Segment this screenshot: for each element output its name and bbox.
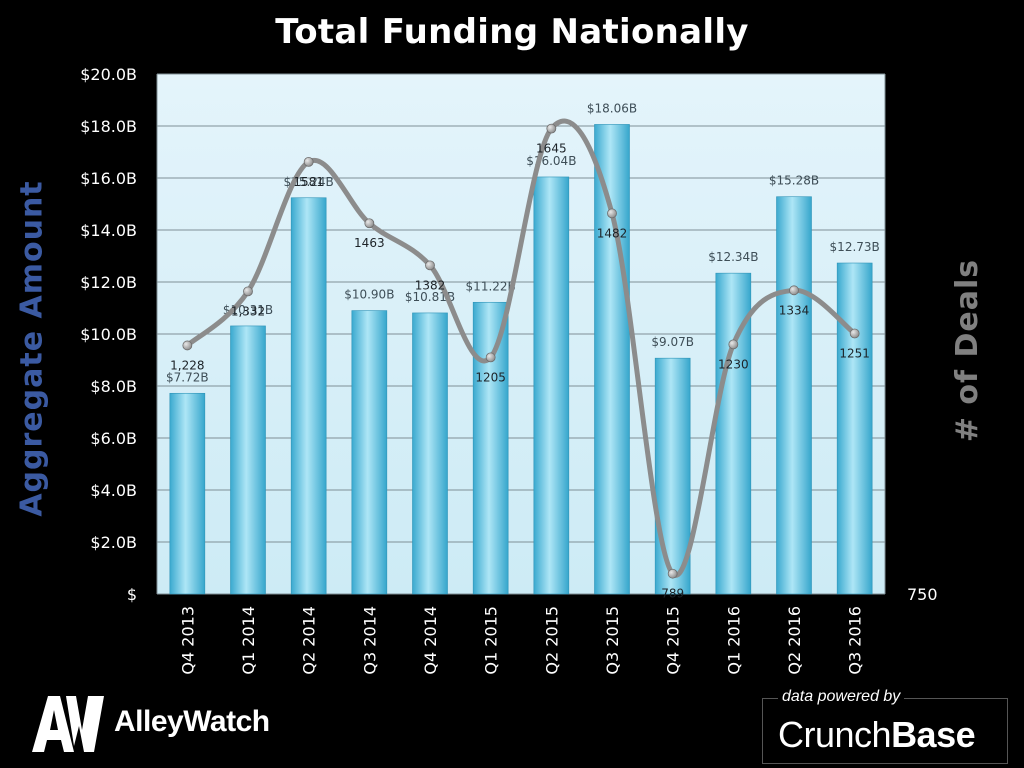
bar-value-label: $15.28B bbox=[769, 174, 819, 188]
x-tick-label: Q2 2016 bbox=[785, 606, 804, 675]
crunchbase-bold: Base bbox=[891, 714, 975, 755]
y-axis-title-left: Aggregate Amount bbox=[8, 148, 56, 548]
deals-value-label: 1205 bbox=[475, 370, 506, 384]
x-tick-label: Q1 2014 bbox=[239, 606, 258, 675]
bar bbox=[595, 124, 630, 594]
deals-point bbox=[729, 340, 738, 349]
x-tick-label: Q2 2015 bbox=[542, 606, 561, 675]
deals-value-label: 789 bbox=[661, 587, 684, 601]
y-tick-label: $6.0B bbox=[90, 429, 137, 448]
deals-value-label: 1251 bbox=[839, 346, 870, 360]
y-axis-title-left-text: Aggregate Amount bbox=[15, 180, 50, 516]
y-tick-label: $4.0B bbox=[90, 481, 137, 500]
deals-point bbox=[365, 219, 374, 228]
deals-point bbox=[790, 286, 799, 295]
bar bbox=[534, 177, 569, 594]
bar bbox=[413, 313, 448, 594]
y-tick-label: $8.0B bbox=[90, 377, 137, 396]
deals-point bbox=[608, 209, 617, 218]
crunchbase-logo: CrunchBase bbox=[778, 714, 975, 756]
y-tick-label: $20.0B bbox=[80, 65, 137, 84]
chart: $7.72B$10.31B$15.24B$10.90B $10.81B$11.22… bbox=[0, 0, 1024, 768]
deals-value-label: 1230 bbox=[718, 357, 749, 371]
bar bbox=[170, 393, 205, 594]
crunchbase-light: Crunch bbox=[778, 714, 891, 755]
bar bbox=[837, 263, 872, 594]
bar-value-label: $12.34B bbox=[708, 250, 758, 264]
deals-point bbox=[486, 353, 495, 362]
bar-value-label: $16.04B bbox=[526, 154, 576, 168]
y-tick-label: $18.0B bbox=[80, 117, 137, 136]
logo-text: AlleyWatch bbox=[114, 705, 270, 739]
bar-value-label: $11.22B bbox=[466, 279, 516, 293]
bar bbox=[291, 198, 326, 594]
x-tick-label: Q4 2014 bbox=[421, 606, 440, 675]
y-tick-label: $2.0B bbox=[90, 533, 137, 552]
deals-point bbox=[668, 569, 677, 578]
x-tick-label: Q2 2014 bbox=[300, 606, 319, 675]
deals-value-label: 1382 bbox=[415, 278, 446, 292]
deals-point bbox=[304, 157, 313, 166]
x-tick-label: Q4 2013 bbox=[178, 606, 197, 675]
deals-value-label: 1,228 bbox=[170, 358, 204, 372]
x-tick-label: Q3 2014 bbox=[360, 606, 379, 675]
aw-logo-icon bbox=[30, 690, 106, 754]
deals-point bbox=[244, 287, 253, 296]
deals-value-label: 1581 bbox=[293, 175, 324, 189]
deals-value-label: 1645 bbox=[536, 142, 567, 156]
deals-value-label: 1482 bbox=[597, 226, 628, 240]
bar bbox=[231, 326, 266, 594]
bar bbox=[473, 302, 508, 594]
y-tick-label: $ bbox=[127, 585, 137, 604]
x-tick-label: Q4 2015 bbox=[664, 606, 683, 675]
bar bbox=[352, 311, 387, 594]
y-tick-label: $16.0B bbox=[80, 169, 137, 188]
y-tick-label: $10.0B bbox=[80, 325, 137, 344]
x-tick-label: Q1 2016 bbox=[724, 606, 743, 675]
y-axis-title-right: # of Deals bbox=[940, 200, 996, 500]
y-tick-label: $14.0B bbox=[80, 221, 137, 240]
y-axis-title-right-text: # of Deals bbox=[951, 258, 986, 441]
x-tick-label: Q3 2015 bbox=[603, 606, 622, 675]
deals-point bbox=[426, 261, 435, 270]
y2-tick-label: 750 bbox=[907, 585, 938, 604]
bar bbox=[777, 197, 812, 594]
y-tick-label: $12.0B bbox=[80, 273, 137, 292]
bar-value-label: $9.07B bbox=[651, 335, 694, 349]
deals-value-label: 1463 bbox=[354, 236, 385, 250]
deals-point bbox=[850, 329, 859, 338]
alleywatch-logo: AlleyWatch bbox=[30, 690, 270, 754]
powered-by-caption: data powered by bbox=[778, 688, 904, 706]
bar-value-label: $10.90B bbox=[344, 288, 394, 302]
deals-point bbox=[183, 341, 192, 350]
deals-value-label: 1334 bbox=[779, 303, 810, 317]
bar-value-label: $18.06B bbox=[587, 101, 637, 115]
x-tick-label: Q1 2015 bbox=[482, 606, 501, 675]
deals-value-label: 1,332 bbox=[231, 304, 265, 318]
deals-point bbox=[547, 124, 556, 133]
bar-value-label: $12.73B bbox=[830, 240, 880, 254]
x-tick-label: Q3 2016 bbox=[846, 606, 865, 675]
